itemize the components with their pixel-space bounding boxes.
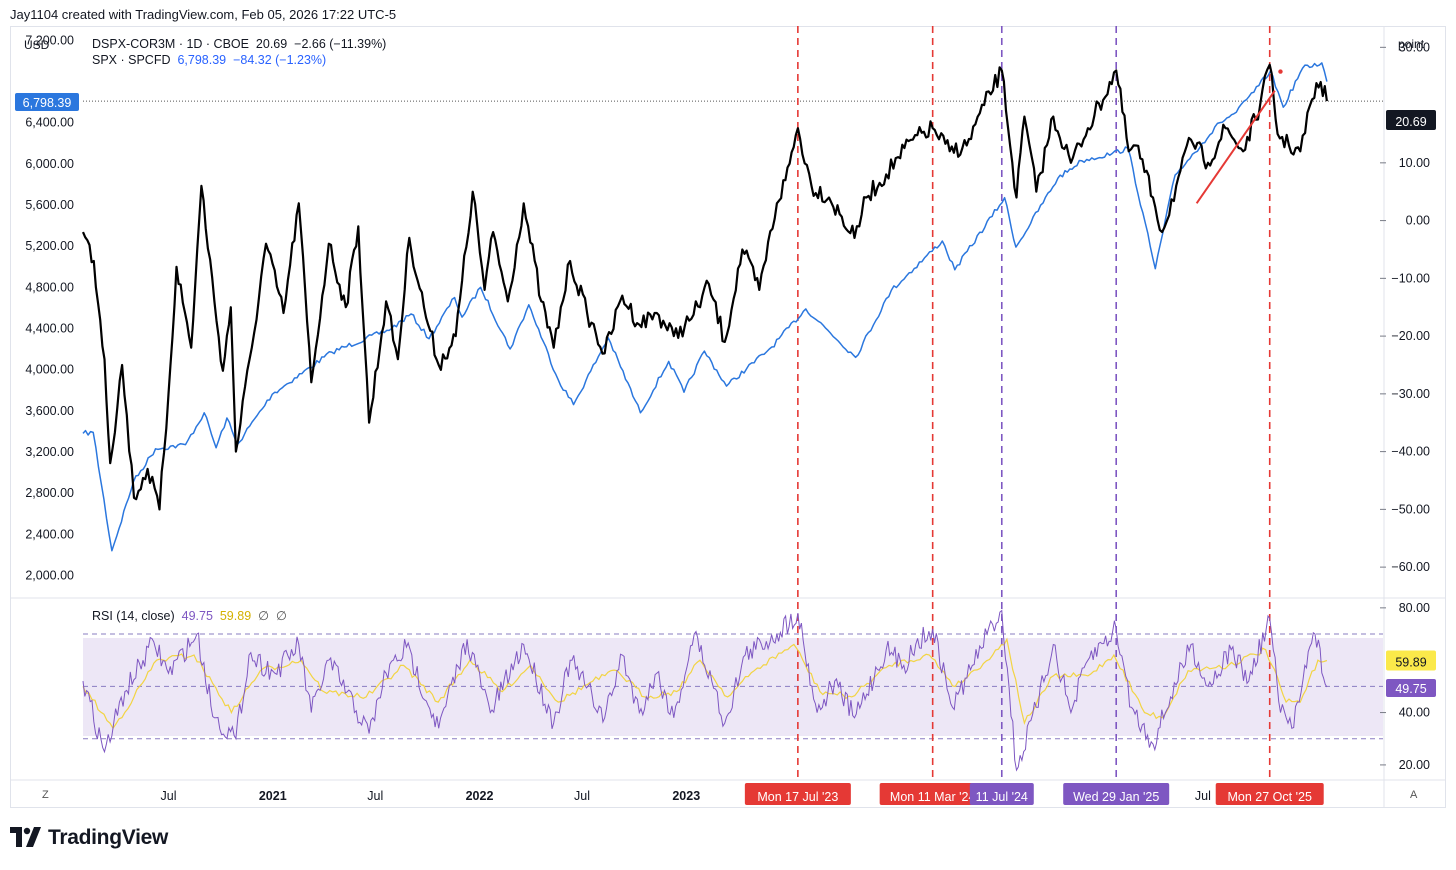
- right-axis-unit: point: [1398, 37, 1425, 51]
- x-axis-tick-4: 2022: [466, 789, 494, 803]
- left-axis-tick-8: 3,600.00: [25, 404, 74, 418]
- right-axis-tick-2: 0.00: [1406, 214, 1430, 228]
- legend-spx-change: −84.32 (−1.23%): [233, 53, 327, 67]
- rsi-legend-na-2: ∅: [275, 609, 287, 623]
- spx-current-label-bg: [15, 93, 79, 111]
- right-axis-tick-1: 10.00: [1399, 156, 1430, 170]
- rsi-ma-line: [82, 637, 1328, 730]
- rsi-axis-tick-1: 40.00: [1399, 706, 1430, 720]
- legend-spx-symbol: SPX · SPCFD: [92, 53, 171, 67]
- left-axis-unit: USD: [24, 38, 50, 52]
- rsi-band-fill: [83, 638, 1383, 736]
- left-axis-tick-11: 2,400.00: [25, 527, 74, 541]
- rsi-ma-current-label-bg: [1386, 650, 1436, 671]
- brand: TradingView: [10, 826, 168, 850]
- event-label-0: Mon 17 Jul '23: [757, 790, 838, 804]
- spx-series-line: [82, 62, 1328, 552]
- event-label-1-bg: [879, 783, 986, 805]
- rsi-axis-tick-0: 80.00: [1399, 601, 1430, 615]
- event-label-2: 11 Jul '24: [976, 790, 1028, 804]
- chart-frame: [10, 26, 1446, 808]
- left-axis-tick-1: 6,400.00: [25, 116, 74, 130]
- current-value-label: 20.69: [1395, 115, 1426, 129]
- x-axis-tick-3: Jul: [367, 789, 383, 803]
- rsi-legend-value: 49.75: [181, 609, 213, 623]
- rsi-ma-current-label: 59.89: [1395, 655, 1426, 669]
- right-axis-tick-8: −60.00: [1391, 560, 1430, 574]
- event-label-2-bg: [969, 783, 1034, 805]
- rsi-axis-tick-2: 20.00: [1399, 758, 1430, 772]
- event-label-3: Wed 29 Jan '25: [1073, 790, 1159, 804]
- left-axis-tick-3: 5,600.00: [25, 198, 74, 212]
- rsi-current-label-bg: [1386, 679, 1436, 698]
- rsi-line: [82, 609, 1328, 772]
- event-label-1: Mon 11 Mar '24: [890, 790, 976, 804]
- rsi-legend-na-1: ∅: [258, 609, 269, 623]
- dspx-cor3m-series-line: [81, 63, 1328, 511]
- x-axis-tick-2: 2021: [259, 789, 287, 803]
- right-axis-tick-7: −50.00: [1391, 502, 1430, 516]
- legend-spx-value: 6,798.39: [177, 53, 227, 67]
- chart-creator-caption: Jay1104 created with TradingView.com, Fe…: [10, 7, 397, 22]
- rsi-legend-ma-value: 59.89: [219, 609, 252, 623]
- rsi-legend-label: RSI (14, close): [92, 609, 175, 623]
- rsi-current-label: 49.75: [1395, 682, 1426, 696]
- event-label-4: Mon 27 Oct '25: [1228, 790, 1312, 804]
- legend-dspx-value: 20.69: [255, 37, 288, 51]
- left-axis-tick-10: 2,800.00: [25, 486, 74, 500]
- event-label-4-bg: [1215, 783, 1324, 805]
- right-axis-tick-3: −10.00: [1391, 271, 1430, 285]
- auto-scale-button[interactable]: A: [1410, 789, 1418, 801]
- x-axis-tick-7: Jul: [1195, 789, 1211, 803]
- spx-current-label: 6,798.39: [23, 96, 72, 110]
- legend-dspx-symbol: DSPX-COR3M · 1D · CBOE: [92, 37, 249, 51]
- current-value-label-bg: [1386, 110, 1436, 130]
- left-axis-tick-0: 7,200.00: [25, 33, 74, 47]
- tradingview-logo-icon: [10, 827, 41, 847]
- left-axis-tick-7: 4,000.00: [25, 363, 74, 377]
- left-axis-tick-4: 5,200.00: [25, 239, 74, 253]
- right-axis-tick-4: −20.00: [1391, 329, 1430, 343]
- left-axis-tick-5: 4,800.00: [25, 280, 74, 294]
- left-axis-tick-6: 4,400.00: [25, 321, 74, 335]
- legend-dspx-change: −2.66 (−11.39%): [294, 37, 387, 51]
- legend-spx[interactable]: SPX · SPCFD 6,798.39 −84.32 (−1.23%): [92, 52, 386, 68]
- trendline[interactable]: [1195, 90, 1276, 204]
- left-axis-tick-9: 3,200.00: [25, 445, 74, 459]
- brand-name: TradingView: [48, 826, 169, 849]
- left-axis-tick-2: 6,000.00: [25, 157, 74, 171]
- series-legend: DSPX-COR3M · 1D · CBOE 20.69 −2.66 (−11.…: [92, 36, 386, 68]
- x-axis-tick-5: Jul: [574, 789, 590, 803]
- time-axis-zoom-button[interactable]: Z: [42, 789, 49, 801]
- x-axis-tick-6: 2023: [672, 789, 700, 803]
- event-label-3-bg: [1063, 783, 1170, 805]
- legend-dspx[interactable]: DSPX-COR3M · 1D · CBOE 20.69 −2.66 (−11.…: [92, 36, 386, 52]
- right-axis-tick-6: −40.00: [1391, 445, 1430, 459]
- right-axis-tick-0: 30.00: [1399, 40, 1430, 54]
- right-axis-tick-5: −30.00: [1391, 387, 1430, 401]
- event-label-0-bg: [744, 783, 851, 805]
- rsi-legend[interactable]: RSI (14, close) 49.75 59.89 ∅ ∅: [92, 608, 287, 623]
- red-marker-dot: [1278, 69, 1283, 74]
- x-axis-tick-1: Jul: [161, 789, 177, 803]
- left-axis-tick-12: 2,000.00: [25, 568, 74, 582]
